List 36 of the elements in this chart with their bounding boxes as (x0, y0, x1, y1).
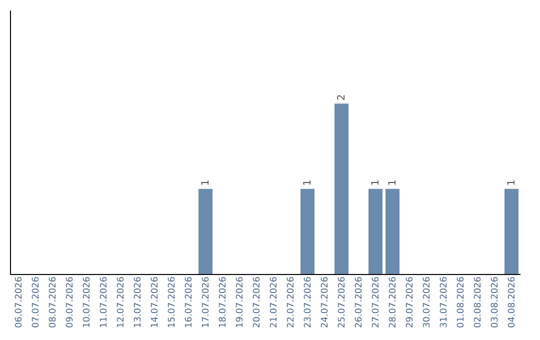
x-tick-label: 13.07.2026 (134, 276, 144, 328)
x-tick-label: 29.07.2026 (406, 276, 416, 328)
x-tick-label: 06.07.2026 (14, 276, 24, 328)
x-tick-label: 23.07.2026 (304, 276, 314, 328)
x-tick-label: 20.07.2026 (252, 276, 262, 328)
data-label: 1 (200, 179, 212, 186)
x-tick-label: 25.07.2026 (338, 276, 348, 328)
x-tick-label: 24.07.2026 (320, 276, 330, 328)
x-tick-label: 02.08.2026 (474, 276, 484, 328)
x-tick-label: 04.08.2026 (508, 276, 518, 328)
x-tick-label: 16.07.2026 (184, 276, 194, 328)
x-tick-label: 08.07.2026 (48, 276, 58, 328)
x-tick-label: 18.07.2026 (218, 276, 228, 328)
x-tick-label: 17.07.2026 (202, 276, 212, 328)
x-tick-label: 01.08.2026 (456, 276, 466, 328)
x-tick-label: 15.07.2026 (168, 276, 178, 328)
x-tick-label: 14.07.2026 (150, 276, 160, 328)
x-tick-label: 21.07.2026 (270, 276, 280, 328)
data-label: 1 (506, 179, 518, 186)
x-tick-label: 27.07.2026 (372, 276, 382, 328)
x-tick-label: 22.07.2026 (286, 276, 296, 328)
x-tick-label: 07.07.2026 (32, 276, 42, 328)
x-tick-label: 30.07.2026 (422, 276, 432, 328)
x-tick-label: 19.07.2026 (236, 276, 246, 328)
data-label: 1 (370, 179, 382, 186)
x-tick-label: 03.08.2026 (490, 276, 500, 328)
data-label: 1 (388, 179, 398, 186)
x-tick-label: 11.07.2026 (100, 276, 110, 328)
x-tick-label: 28.07.2026 (388, 276, 398, 328)
data-label: 1 (302, 179, 314, 186)
x-tick-label: 12.07.2026 (116, 276, 126, 328)
data-label: 2 (336, 94, 348, 101)
x-tick-label: 10.07.2026 (82, 276, 92, 328)
x-tick-label: 09.07.2026 (66, 276, 76, 328)
x-tick-label: 31.07.2026 (440, 276, 450, 328)
x-tick-label: 26.07.2026 (354, 276, 364, 328)
